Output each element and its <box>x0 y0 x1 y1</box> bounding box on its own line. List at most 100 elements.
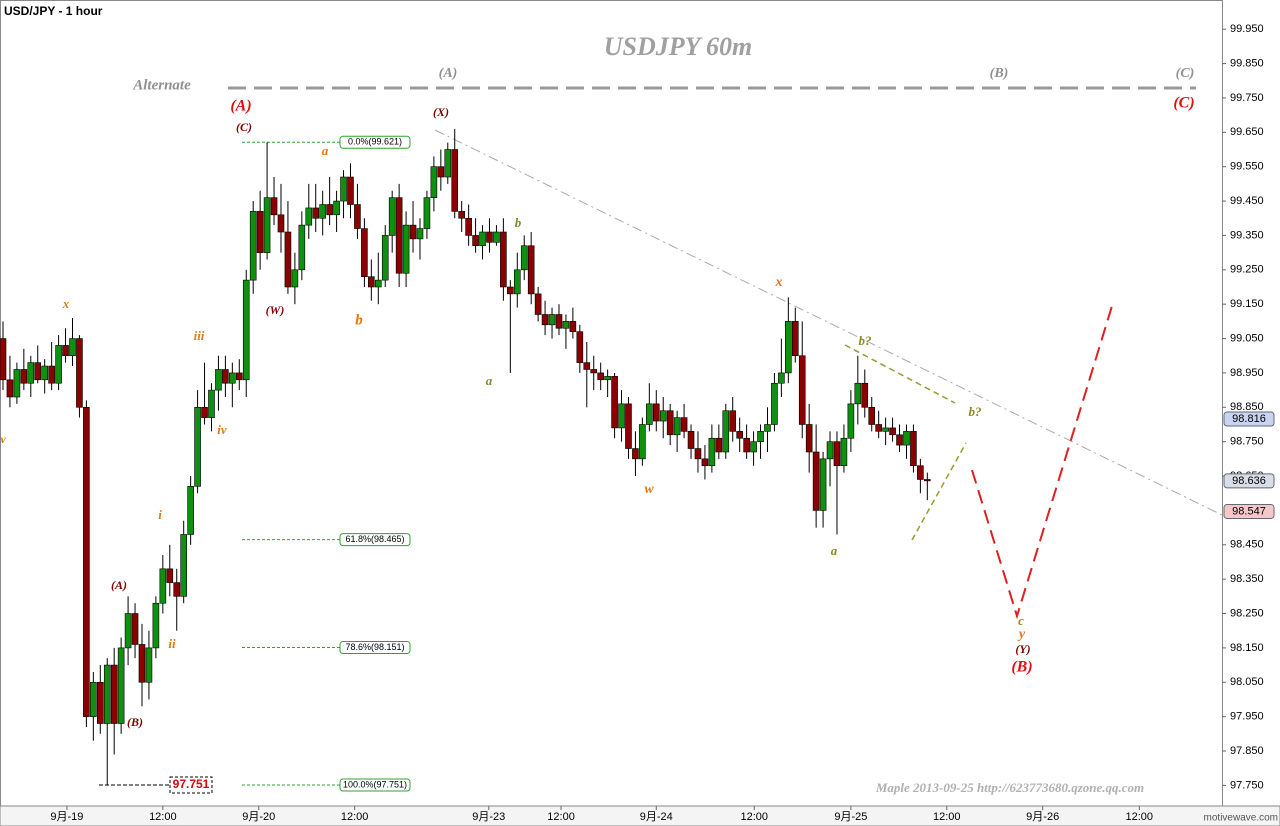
wave-label: b <box>355 312 363 328</box>
candle-body <box>548 314 556 326</box>
y-tick-label: 99.450 <box>1230 195 1264 207</box>
wave-label: x <box>775 275 783 290</box>
fib-label: 0.0%(99.621) <box>348 137 402 147</box>
candle-body <box>639 424 646 460</box>
y-tick-label: 99.550 <box>1230 161 1264 173</box>
candle-body <box>430 166 438 198</box>
y-tick-label: 99.050 <box>1230 332 1264 344</box>
chart-title: USDJPY 60m <box>604 32 753 61</box>
candle-body <box>646 403 653 425</box>
candle-body <box>736 431 743 439</box>
price-label: 98.636 <box>1232 475 1266 487</box>
candle-body <box>444 149 452 178</box>
y-tick-label: 97.850 <box>1230 745 1264 757</box>
candle-body <box>479 231 486 247</box>
candle-body <box>680 417 688 432</box>
candle-body <box>541 314 549 326</box>
fib-label-box <box>339 533 411 547</box>
y-tick-label: 98.250 <box>1230 607 1264 619</box>
candle-body <box>76 338 83 408</box>
x-tick-label: 9月-24 <box>640 811 673 823</box>
candle-body <box>486 231 493 243</box>
fib-label-box <box>339 135 411 149</box>
candle-body <box>555 314 563 329</box>
y-tick-label: 99.350 <box>1230 229 1264 241</box>
fib-label: 100.0%(97.751) <box>343 779 407 789</box>
wave-label: (A) <box>439 66 458 81</box>
candle-body <box>69 338 76 357</box>
candle-body <box>333 200 340 216</box>
wave-label: b <box>515 215 522 230</box>
candle-body <box>34 362 42 381</box>
wave-label: (Y) <box>1015 642 1030 656</box>
alternate-label: Alternate <box>132 77 191 93</box>
candle-body <box>201 406 208 418</box>
candle-body <box>875 424 882 432</box>
candle-body <box>805 424 813 453</box>
candle-body <box>757 431 764 442</box>
price-label: 98.816 <box>1232 413 1266 425</box>
candle-body <box>180 534 187 597</box>
fib-label-box <box>339 778 411 792</box>
wave-label: (B) <box>127 715 143 729</box>
candle-body <box>291 269 299 288</box>
candle-body <box>917 465 924 480</box>
candle-body <box>354 204 361 229</box>
candle-body <box>90 681 97 717</box>
candle-body <box>145 647 153 683</box>
candle-body <box>374 279 382 288</box>
wave-label: (C) <box>1173 95 1194 112</box>
candle-body <box>889 427 896 436</box>
candle-body <box>562 321 570 329</box>
footer: Maple 2013-09-25 http://623773680.qzone.… <box>875 780 1144 795</box>
candle-body <box>215 369 222 391</box>
candle-body <box>6 379 14 398</box>
candle-body <box>298 224 306 271</box>
candle-body <box>409 224 417 240</box>
candle-body <box>854 382 862 405</box>
channel-line <box>911 442 967 541</box>
x-tick-label: 12:00 <box>547 811 575 823</box>
x-tick-label: 12:00 <box>149 811 177 823</box>
wave-label: (A) <box>230 98 251 115</box>
candle-body <box>173 582 181 597</box>
candle-body <box>131 613 139 645</box>
candle-body <box>381 235 389 281</box>
projection-line <box>971 305 1113 620</box>
x-tick-label: 12:00 <box>933 811 961 823</box>
candle-body <box>110 664 118 724</box>
candle-body <box>270 197 278 216</box>
x-tick-label: 9月-23 <box>472 811 505 823</box>
y-tick-label: 97.750 <box>1230 779 1264 791</box>
price-label-box <box>1223 503 1275 519</box>
candle-body <box>55 345 62 384</box>
wave-label: iii <box>194 328 205 343</box>
candle-body <box>764 424 771 432</box>
candle-body <box>924 479 931 482</box>
candle-body <box>583 362 591 370</box>
candle-body <box>590 369 598 374</box>
wave-label: (X) <box>433 105 449 119</box>
candle-body <box>729 410 737 432</box>
wave-label: v <box>0 432 6 446</box>
candle-body <box>117 647 125 724</box>
candle-body <box>208 389 215 418</box>
candle-body <box>569 321 577 332</box>
candle-body <box>472 235 479 247</box>
y-tick-label: 99.650 <box>1230 126 1264 138</box>
candle-body <box>910 431 917 467</box>
candle-body <box>48 365 55 384</box>
watermark: motivewave.com <box>1204 813 1278 824</box>
candle-body <box>96 681 104 724</box>
candle-body <box>312 207 320 219</box>
candle-body <box>673 417 681 436</box>
x-tick-label: 9月-19 <box>50 811 83 823</box>
candle-body <box>715 437 723 453</box>
candle-body <box>625 403 632 449</box>
candle-body <box>0 338 7 381</box>
candle-body <box>340 176 347 202</box>
candle-body <box>27 362 35 384</box>
wave-label: (W) <box>266 303 285 317</box>
candle-body <box>632 448 639 460</box>
candle-body <box>597 372 604 381</box>
